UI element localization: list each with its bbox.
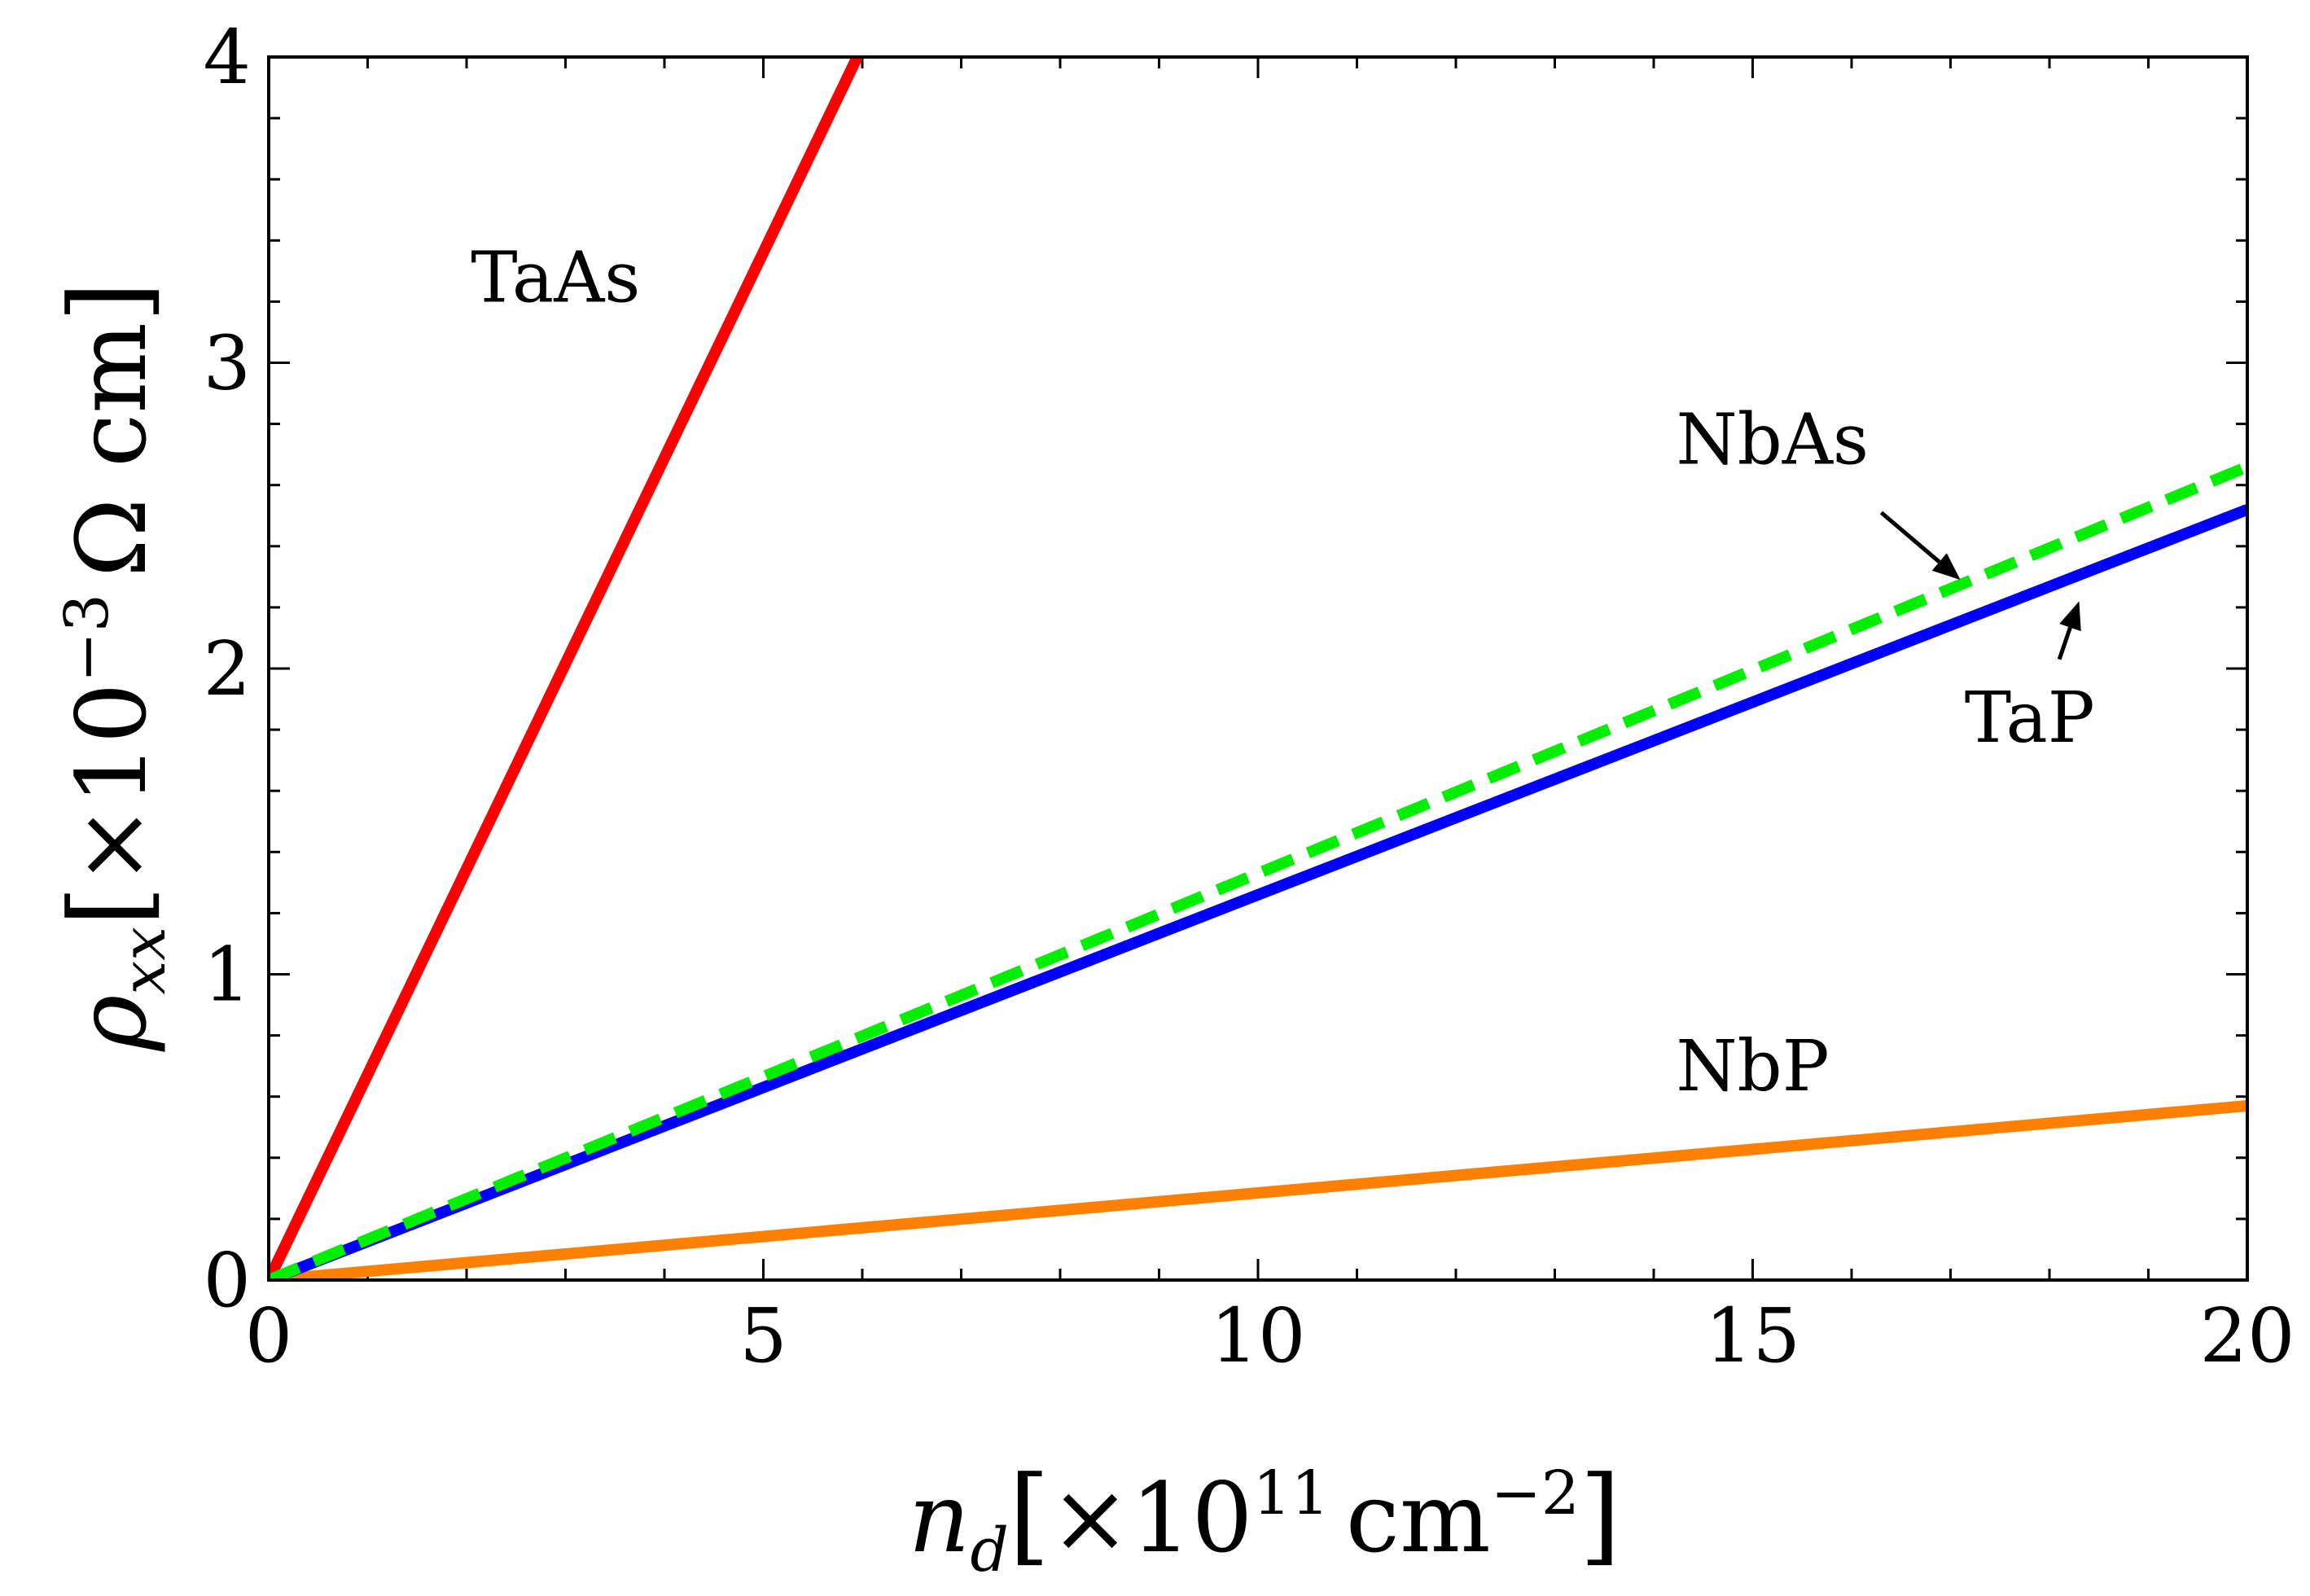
arrow-head-nbas (1931, 553, 1961, 581)
plot-frame (267, 55, 2249, 1282)
x-axis-unit-exponent: −2 (1491, 1458, 1580, 1528)
tick-labels: 0 5 10 15 20 0 1 2 3 4 (203, 14, 2295, 1379)
series-lines (269, 57, 2247, 1280)
x-tick-label: 0 (245, 1292, 293, 1379)
series-line-taas (269, 57, 863, 1280)
series-label-taas: TaAs (471, 237, 640, 318)
series-label-nbas: NbAs (1677, 399, 1869, 480)
y-axis-base: 10 (55, 682, 168, 805)
x-tick-label: 20 (2199, 1292, 2295, 1379)
annotation-arrows (1879, 511, 2081, 660)
y-axis-times: × (55, 805, 168, 885)
y-tick-label: 0 (203, 1237, 251, 1324)
y-axis-bracket-close: ] (46, 281, 170, 322)
x-tick-label: 5 (739, 1292, 787, 1379)
y-axis-bracket-open: [ (46, 885, 170, 927)
arrow-head-tap (2059, 601, 2081, 632)
series-line-tap (269, 504, 2247, 1280)
x-tick-label: 10 (1210, 1292, 1305, 1379)
y-tick-label: 1 (203, 932, 251, 1019)
series-labels: TaAs NbAs TaP NbP (471, 237, 2094, 1107)
x-axis-times: × (1050, 1462, 1131, 1574)
y-axis-exponent: −3 (52, 594, 122, 682)
x-axis-unit: cm (1346, 1462, 1491, 1574)
series-label-nbp: NbP (1676, 1026, 1829, 1107)
y-tick-label: 2 (203, 625, 251, 712)
arrow-shaft-nbas (1879, 511, 1941, 563)
x-axis-bracket-close: ] (1580, 1453, 1621, 1576)
x-axis-bracket-open: [ (1009, 1453, 1050, 1576)
x-axis-symbol: n (908, 1462, 970, 1574)
y-tick-label: 3 (203, 320, 251, 407)
series-label-tap: TaP (1965, 677, 2095, 759)
x-axis-base: 10 (1130, 1462, 1252, 1574)
x-axis-subscript: d (970, 1515, 1008, 1585)
series-line-nbp (269, 1099, 2247, 1280)
x-tick-label: 15 (1705, 1292, 1800, 1379)
y-axis-subscript: xx (109, 927, 179, 994)
y-tick-label: 4 (203, 14, 251, 101)
y-axis-symbol: ρ (55, 994, 168, 1052)
x-axis-exponent: 11 (1253, 1458, 1330, 1528)
y-axis-title: ρxx[×10−3 Ω cm] (46, 281, 179, 1053)
y-axis-unit: Ω cm (55, 322, 168, 577)
x-axis-title: nd[×1011 cm−2] (908, 1453, 1620, 1585)
arrow-shaft-tap (2057, 626, 2072, 660)
series-line-nbas (269, 461, 2247, 1280)
